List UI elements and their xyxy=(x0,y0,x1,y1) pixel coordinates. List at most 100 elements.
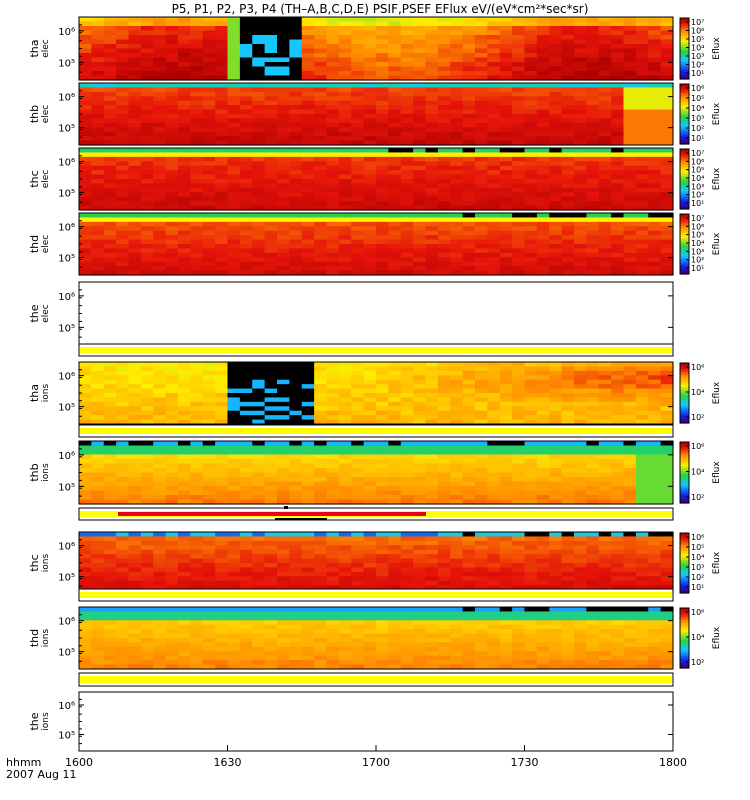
spectrogram-cell xyxy=(165,118,179,124)
spectrogram-cell xyxy=(215,87,229,93)
spectrogram-cell xyxy=(252,567,266,573)
spectrogram-cell xyxy=(598,499,612,505)
spectrogram-cell xyxy=(326,545,340,551)
spectrogram-cell xyxy=(437,17,451,23)
spectrogram-cell xyxy=(202,136,216,142)
spectrogram-cell xyxy=(351,170,365,176)
colorbar-segment xyxy=(680,271,689,274)
spectrogram-cell xyxy=(536,17,550,23)
spectrogram-cell xyxy=(475,66,488,72)
spectrogram-cell xyxy=(660,481,674,487)
spectrogram-cell xyxy=(338,91,352,97)
spectrogram-cell xyxy=(338,571,352,577)
spectrogram-cell xyxy=(450,136,464,142)
spectrogram-cell xyxy=(425,375,439,381)
spectrogram-cell xyxy=(425,192,439,198)
spectrogram-cell xyxy=(524,205,538,211)
spectrogram-cell xyxy=(116,96,130,102)
spectrogram-cell xyxy=(512,375,526,381)
spectrogram-cell xyxy=(586,459,600,465)
spectrogram-cell xyxy=(376,406,389,412)
spectrogram-cell xyxy=(190,179,204,185)
spectrogram-cell xyxy=(239,230,253,236)
spectrogram-cell xyxy=(338,140,352,146)
spectrogram-cell xyxy=(178,388,191,394)
spectrogram-cell xyxy=(153,459,167,465)
spectrogram-cell xyxy=(536,441,550,447)
spectrogram-cell xyxy=(338,445,352,451)
spectrogram-cell xyxy=(660,192,674,198)
spectrogram-cell xyxy=(326,397,340,403)
y-tick-label: 10⁶ xyxy=(58,372,75,383)
spectrogram-cell xyxy=(202,91,216,97)
spectrogram-cell xyxy=(165,375,179,381)
spectrogram-cell xyxy=(165,26,179,32)
spectrogram-cell xyxy=(524,30,538,36)
spectrogram-cell xyxy=(462,571,476,577)
spectrogram-cell xyxy=(648,156,662,162)
spectrogram-cell xyxy=(400,62,414,68)
spectrogram-cell xyxy=(79,463,92,469)
spectrogram-cell xyxy=(190,463,204,469)
spectrogram-cell xyxy=(301,266,315,272)
spectrogram-cell xyxy=(301,576,315,582)
spectrogram-cell xyxy=(524,179,538,185)
spectrogram-cell xyxy=(215,192,229,198)
spectrogram-cell xyxy=(561,196,575,202)
colorbar-segment xyxy=(680,492,689,495)
spectrogram-cell xyxy=(289,393,303,399)
spectrogram-cell xyxy=(524,549,538,555)
spectrogram-cell xyxy=(475,136,488,142)
spectrogram-cell xyxy=(227,127,241,133)
spectrogram-cell xyxy=(277,122,290,128)
spectrogram-cell xyxy=(91,384,105,390)
spectrogram-cell xyxy=(388,148,402,154)
spectrogram-cell xyxy=(178,201,191,207)
spectrogram-cell xyxy=(536,536,550,542)
colorbar-segment xyxy=(680,87,689,90)
spectrogram-cell xyxy=(623,100,637,106)
spectrogram-cell xyxy=(252,419,266,425)
spectrogram-cell xyxy=(635,244,649,250)
spectrogram-cell xyxy=(289,170,303,176)
spectrogram-cell xyxy=(128,445,142,451)
spectrogram-cell xyxy=(512,536,526,542)
spectrogram-cell xyxy=(178,532,191,538)
spectrogram-cell xyxy=(462,410,476,416)
spectrogram-cell xyxy=(475,161,488,167)
spectrogram-cell xyxy=(574,244,587,250)
spectrogram-cell xyxy=(635,100,649,106)
spectrogram-cell xyxy=(116,397,130,403)
spectrogram-cell xyxy=(140,165,154,171)
spectrogram-cell xyxy=(165,187,179,193)
spectrogram-cell xyxy=(215,152,229,158)
spectrogram-cell xyxy=(202,192,216,198)
spectrogram-cell xyxy=(314,486,328,492)
spectrogram-cell xyxy=(239,165,253,171)
spectrogram-cell xyxy=(635,235,649,241)
spectrogram-cell xyxy=(351,459,365,465)
spectrogram-cell xyxy=(351,71,365,77)
spectrogram-cell xyxy=(376,441,389,447)
spectrogram-cell xyxy=(338,26,352,32)
spectrogram-cell xyxy=(326,114,340,120)
spectrogram-cell xyxy=(351,397,365,403)
spectrogram-cell xyxy=(338,477,352,483)
spectrogram-cell xyxy=(437,540,451,546)
spectrogram-cell xyxy=(128,532,142,538)
spectrogram-cell xyxy=(437,486,451,492)
spectrogram-cell xyxy=(351,235,365,241)
spectrogram-cell xyxy=(462,192,476,198)
spectrogram-cell xyxy=(400,201,414,207)
spectrogram-cell xyxy=(437,397,451,403)
spectrogram-cell xyxy=(215,252,229,258)
spectrogram-cell xyxy=(413,563,427,569)
spectrogram-cell xyxy=(524,558,538,564)
spectrogram-cell xyxy=(499,266,513,272)
spectrogram-cell xyxy=(79,35,92,41)
spectrogram-cell xyxy=(586,406,600,412)
spectrogram-cell xyxy=(487,161,501,167)
spectrogram-cell xyxy=(314,252,328,258)
spectrogram-cell xyxy=(611,174,625,180)
